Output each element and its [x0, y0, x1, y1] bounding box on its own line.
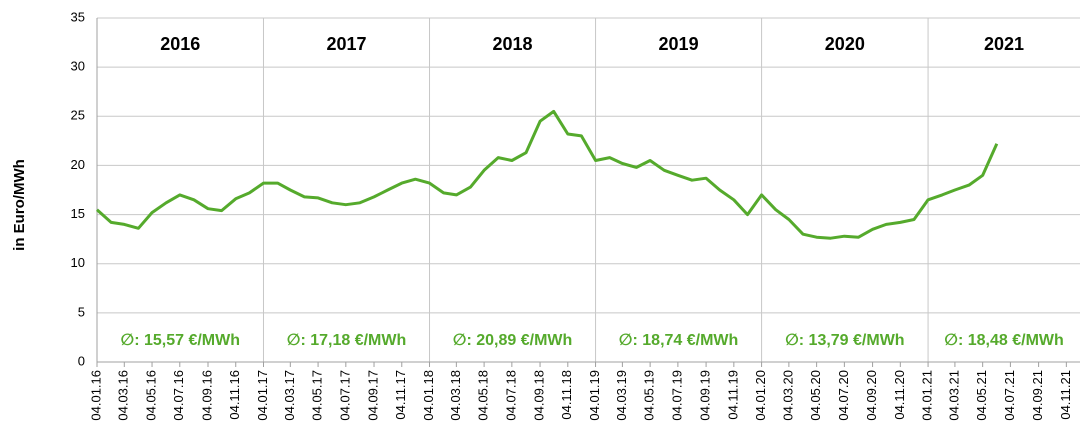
year-average: ∅: 17,18 €/MWh — [287, 332, 407, 349]
x-tick-label: 04.05.18 — [476, 370, 491, 421]
y-tick-label: 0 — [78, 353, 85, 368]
year-label: 2016 — [160, 34, 200, 54]
x-tick-label: 04.09.21 — [1030, 370, 1045, 421]
x-tick-label: 04.05.20 — [808, 370, 823, 421]
x-tick-label: 04.03.16 — [116, 370, 131, 421]
x-tick-label: 04.11.18 — [559, 370, 574, 420]
x-tick-label: 04.07.18 — [503, 370, 518, 421]
year-average: ∅: 13,79 €/MWh — [785, 332, 905, 349]
year-label: 2019 — [659, 34, 699, 54]
x-tick-label: 04.05.21 — [974, 370, 989, 421]
x-tick-label: 04.03.20 — [780, 370, 795, 421]
year-label: 2020 — [825, 34, 865, 54]
x-tick-label: 04.09.20 — [864, 370, 879, 421]
year-average: ∅: 18,48 €/MWh — [944, 332, 1064, 349]
x-tick-label: 04.03.21 — [946, 370, 961, 421]
x-tick-label: 04.11.17 — [393, 370, 408, 420]
x-tick-label: 04.03.17 — [282, 370, 297, 421]
y-tick-label: 20 — [71, 157, 85, 172]
x-tick-label: 04.11.21 — [1058, 370, 1073, 420]
year-average: ∅: 15,57 €/MWh — [120, 332, 240, 349]
x-tick-label: 04.01.21 — [920, 370, 935, 421]
x-tick-label: 04.11.19 — [725, 370, 740, 420]
year-label: 2018 — [493, 34, 533, 54]
x-tick-label: 04.01.17 — [255, 370, 270, 421]
x-tick-label: 04.05.19 — [642, 370, 657, 421]
x-tick-label: 04.09.17 — [365, 370, 380, 421]
x-tick-label: 04.03.18 — [448, 370, 463, 421]
x-tick-label: 04.01.20 — [753, 370, 768, 421]
x-tick-label: 04.07.20 — [836, 370, 851, 421]
x-tick-label: 04.09.16 — [199, 370, 214, 421]
y-tick-label: 5 — [78, 304, 85, 319]
x-tick-label: 04.03.19 — [614, 370, 629, 421]
y-tick-label: 35 — [71, 9, 85, 24]
y-tick-label: 25 — [71, 108, 85, 123]
x-tick-label: 04.05.17 — [310, 370, 325, 421]
line-series — [95, 109, 999, 240]
x-tick-label: 04.09.19 — [698, 370, 713, 421]
year-average: ∅: 20,89 €/MWh — [453, 332, 573, 349]
y-tick-label: 10 — [71, 255, 85, 270]
x-tick-label: 04.07.16 — [171, 370, 186, 421]
year-label: 2021 — [984, 34, 1024, 54]
y-axis-title: in Euro/MWh — [11, 159, 28, 251]
y-tick-label: 15 — [71, 206, 85, 221]
x-tick-label: 04.07.19 — [669, 370, 684, 421]
x-tick-label: 04.01.18 — [421, 370, 436, 421]
year-label: 2017 — [326, 34, 366, 54]
y-tick-label: 30 — [71, 59, 85, 74]
x-tick-label: 04.05.16 — [143, 370, 158, 421]
x-tick-label: 04.01.16 — [88, 370, 103, 421]
x-tick-label: 04.11.16 — [227, 370, 242, 420]
x-tick-label: 04.07.17 — [337, 370, 352, 421]
year-average: ∅: 18,74 €/MWh — [619, 332, 739, 349]
x-tick-label: 04.09.18 — [531, 370, 546, 421]
x-tick-label: 04.01.19 — [587, 370, 602, 421]
x-tick-label: 04.11.20 — [892, 370, 907, 420]
x-tick-label: 04.07.21 — [1002, 370, 1017, 421]
